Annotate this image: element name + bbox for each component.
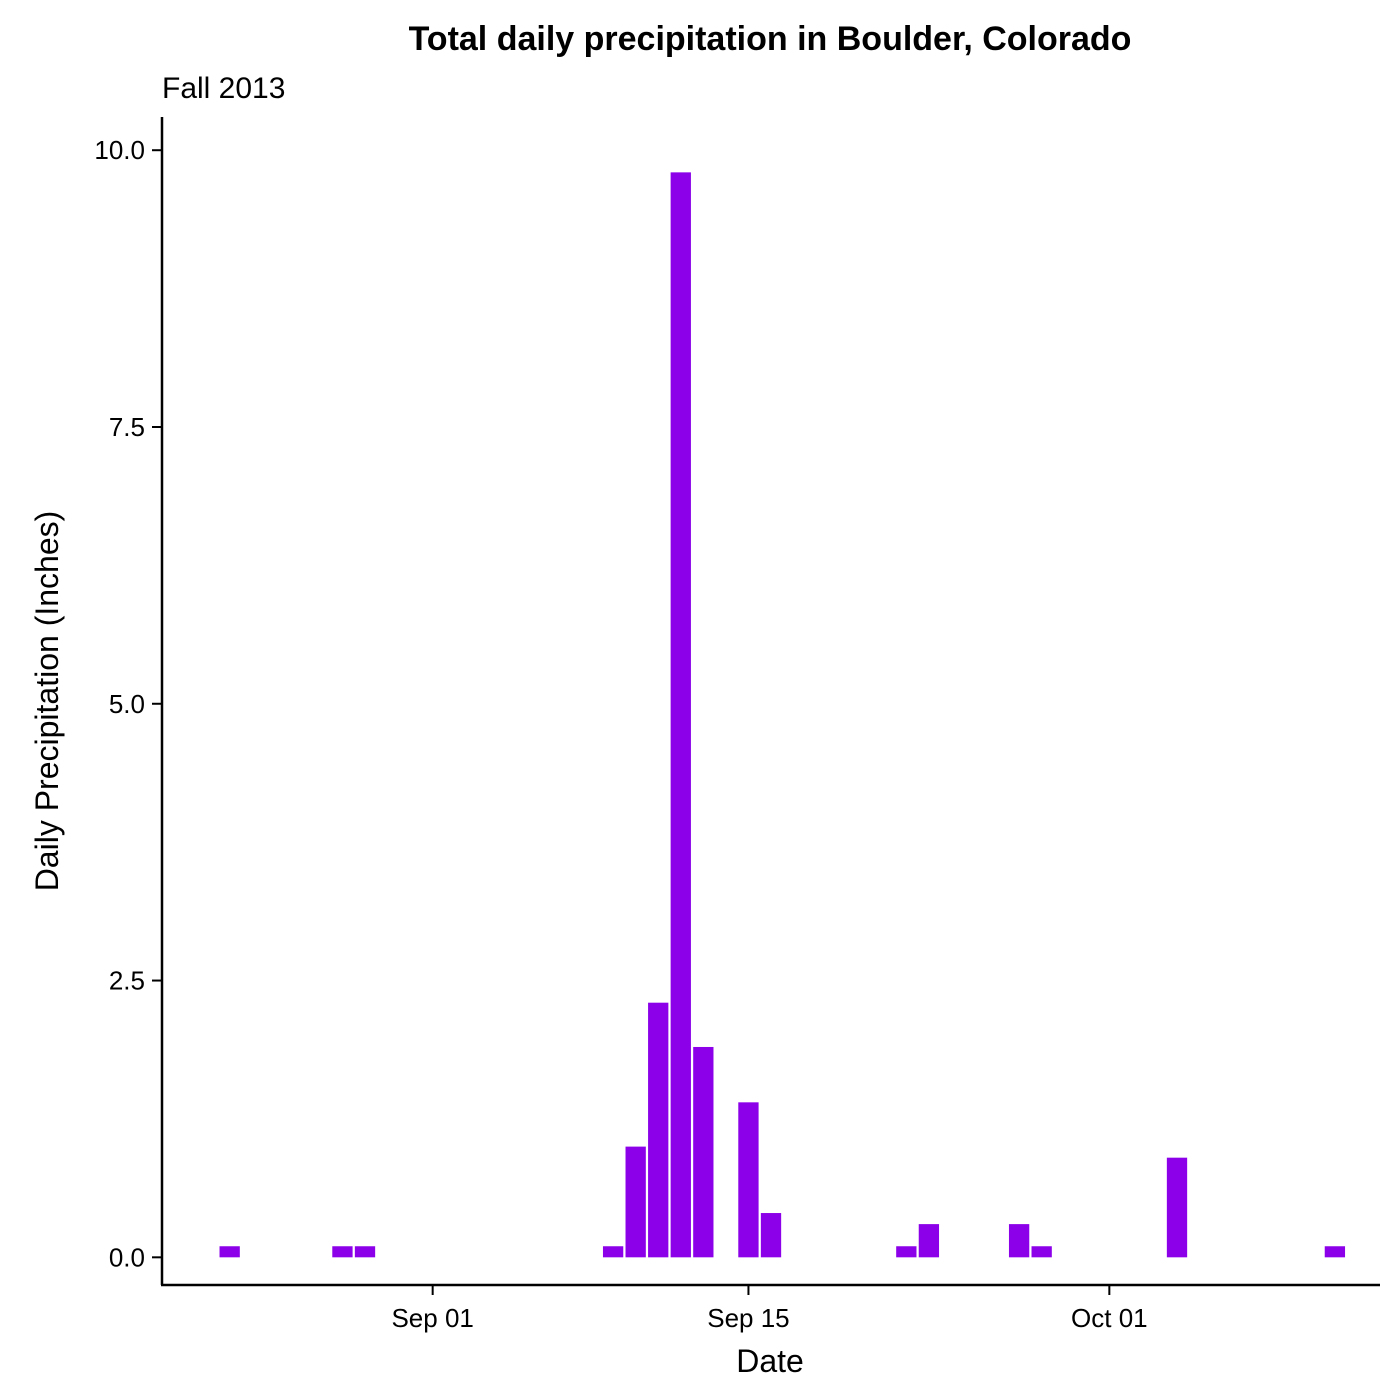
bar <box>219 1246 240 1258</box>
bar <box>1031 1246 1052 1258</box>
x-axis-title: Date <box>736 1343 804 1379</box>
y-axis-title: Daily Precipitation (Inches) <box>29 511 65 892</box>
chart-subtitle: Fall 2013 <box>162 72 285 105</box>
y-tick-label: 5.0 <box>109 689 145 719</box>
bar <box>1324 1246 1346 1258</box>
y-tick-label: 7.5 <box>109 412 145 442</box>
y-tick-label: 2.5 <box>109 966 145 996</box>
bar <box>760 1213 782 1258</box>
bar <box>1166 1157 1188 1258</box>
y-tick-label: 0.0 <box>109 1242 145 1272</box>
bar <box>625 1146 646 1258</box>
x-axis-ticks: Sep 01 Sep 15 Oct 01 <box>391 1285 1148 1333</box>
bar <box>354 1246 376 1258</box>
x-tick-label: Sep 01 <box>391 1303 473 1333</box>
bar <box>648 1002 669 1258</box>
bar <box>602 1246 624 1258</box>
x-tick-label: Sep 15 <box>707 1303 789 1333</box>
bar <box>918 1224 940 1258</box>
bar <box>896 1246 917 1258</box>
bars-group <box>219 172 1346 1258</box>
bar <box>1008 1224 1030 1258</box>
bar <box>670 172 691 1258</box>
y-axis-ticks: 0.0 2.5 5.0 7.5 10.0 <box>94 135 162 1272</box>
bar <box>693 1046 714 1258</box>
chart-title: Total daily precipitation in Boulder, Co… <box>409 20 1132 58</box>
bar <box>332 1246 353 1258</box>
x-tick-label: Oct 01 <box>1071 1303 1148 1333</box>
bar <box>738 1102 759 1258</box>
y-tick-label: 10.0 <box>94 135 145 165</box>
